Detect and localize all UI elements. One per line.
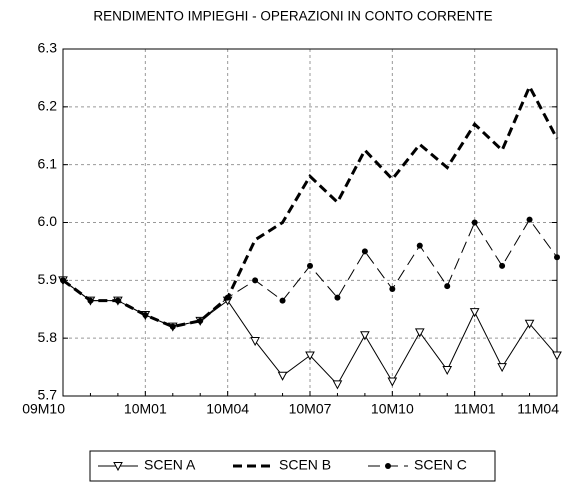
point [554, 254, 560, 261]
y-tick-label: 5.8 [38, 329, 58, 345]
y-tick-label: 6.0 [38, 213, 58, 229]
point [197, 317, 204, 324]
point [389, 286, 396, 293]
point [279, 297, 286, 304]
legend-marker [113, 462, 123, 472]
point [469, 308, 480, 318]
point [250, 337, 260, 347]
y-tick-label: 5.7 [38, 387, 58, 403]
point [361, 248, 368, 255]
point [497, 363, 507, 373]
y-tick-label: 6.3 [38, 40, 58, 56]
x-tick-label: 11M04 [517, 401, 559, 417]
point [471, 219, 478, 226]
legend-label: SCEN A [144, 457, 196, 473]
x-tick-label: 10M10 [371, 401, 414, 417]
point [252, 277, 259, 284]
point [224, 294, 231, 301]
point [526, 216, 533, 223]
x-tick-label: 10M04 [206, 401, 249, 417]
point [169, 323, 176, 330]
point [552, 351, 562, 361]
point [524, 319, 535, 329]
point [387, 377, 398, 387]
y-tick-label: 6.1 [38, 155, 58, 171]
chart-title: RENDIMENTO IMPIEGHI - OPERAZIONI IN CONT… [93, 9, 492, 24]
plot-frame [62, 48, 558, 397]
point [114, 297, 121, 304]
x-tick-label: 09M10 [22, 401, 65, 417]
y-tick-label: 6.2 [38, 98, 58, 114]
point [305, 351, 315, 361]
point [442, 365, 453, 376]
y-tick-label: 5.9 [38, 271, 58, 287]
point [444, 283, 451, 290]
point [414, 328, 425, 338]
point [416, 242, 423, 249]
point [499, 262, 506, 269]
point [360, 331, 370, 341]
point [332, 380, 343, 390]
legend-box [89, 450, 496, 482]
legend-label: SCEN C [414, 457, 467, 473]
x-tick-label: 10M01 [124, 401, 167, 417]
point [334, 294, 341, 301]
point [60, 277, 66, 284]
legend-marker [385, 463, 391, 469]
point [142, 312, 149, 319]
legend-label: SCEN B [279, 457, 331, 473]
point [277, 371, 288, 381]
x-tick-label: 11M01 [454, 401, 496, 417]
point [307, 262, 313, 269]
x-tick-label: 10M07 [289, 401, 332, 417]
point [87, 297, 94, 304]
